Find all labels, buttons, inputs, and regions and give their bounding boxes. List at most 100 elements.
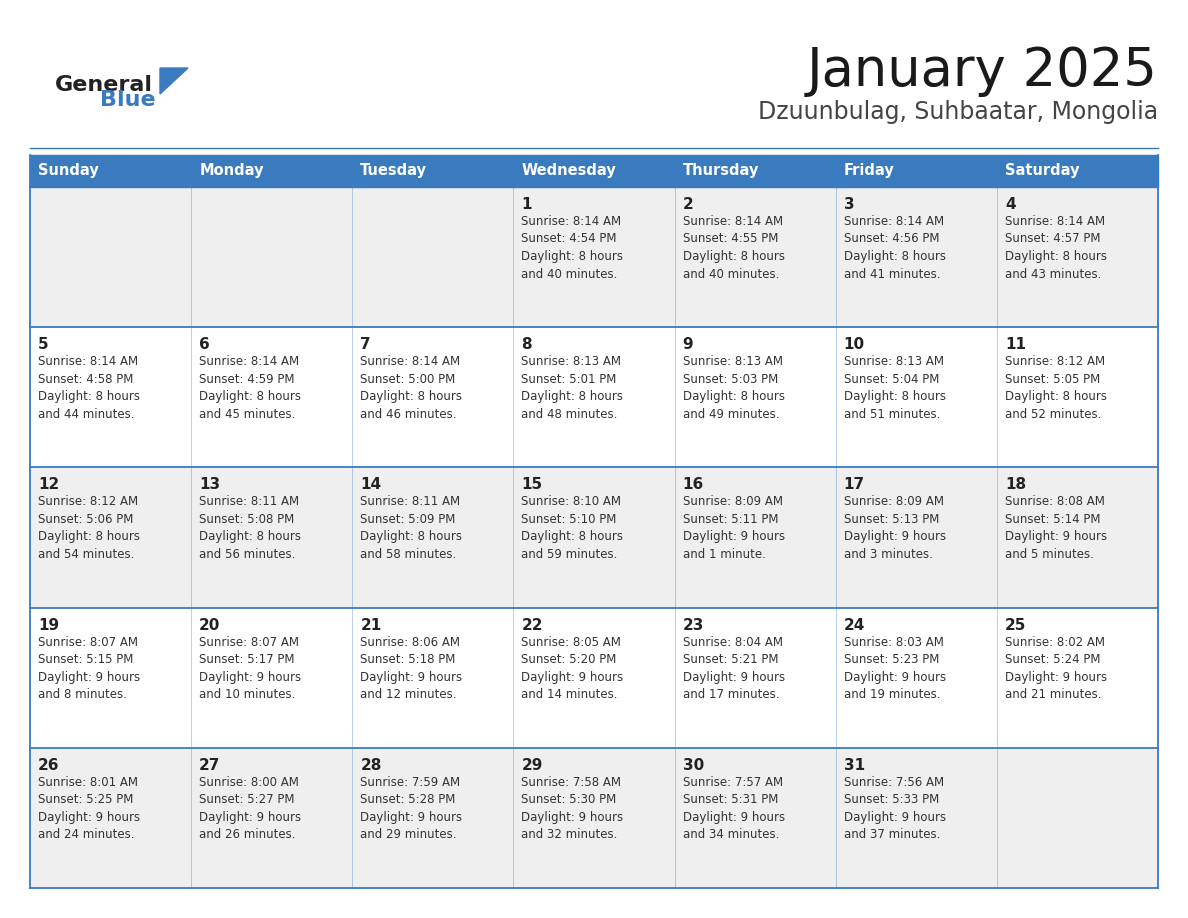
Bar	[30, 608, 1158, 748]
Bar	[30, 327, 1158, 467]
Text: Sunset: 5:15 PM: Sunset: 5:15 PM	[38, 653, 133, 666]
Text: 26: 26	[38, 757, 59, 773]
Text: Sunrise: 8:01 AM: Sunrise: 8:01 AM	[38, 776, 138, 789]
Text: Sunset: 5:03 PM: Sunset: 5:03 PM	[683, 373, 778, 386]
Text: and 34 minutes.: and 34 minutes.	[683, 828, 779, 841]
Bar	[513, 155, 675, 187]
Text: Sunset: 5:18 PM: Sunset: 5:18 PM	[360, 653, 456, 666]
Text: Sunset: 5:05 PM: Sunset: 5:05 PM	[1005, 373, 1100, 386]
Text: Sunset: 5:11 PM: Sunset: 5:11 PM	[683, 513, 778, 526]
Text: 18: 18	[1005, 477, 1026, 492]
Text: 31: 31	[843, 757, 865, 773]
Text: Sunrise: 8:14 AM: Sunrise: 8:14 AM	[38, 355, 138, 368]
Text: 1: 1	[522, 197, 532, 212]
Text: and 45 minutes.: and 45 minutes.	[200, 408, 296, 420]
Bar	[30, 467, 1158, 608]
Text: Daylight: 9 hours: Daylight: 9 hours	[38, 811, 140, 823]
Text: Sunset: 4:59 PM: Sunset: 4:59 PM	[200, 373, 295, 386]
Text: Sunrise: 8:14 AM: Sunrise: 8:14 AM	[360, 355, 461, 368]
Text: Sunset: 5:10 PM: Sunset: 5:10 PM	[522, 513, 617, 526]
Bar	[30, 748, 1158, 888]
Text: Sunset: 5:06 PM: Sunset: 5:06 PM	[38, 513, 133, 526]
Text: Sunset: 5:20 PM: Sunset: 5:20 PM	[522, 653, 617, 666]
Text: Daylight: 9 hours: Daylight: 9 hours	[200, 811, 302, 823]
Text: Sunday: Sunday	[38, 163, 99, 178]
Text: and 21 minutes.: and 21 minutes.	[1005, 688, 1101, 701]
Text: Sunset: 4:55 PM: Sunset: 4:55 PM	[683, 232, 778, 245]
Text: 22: 22	[522, 618, 543, 633]
Text: 13: 13	[200, 477, 220, 492]
Text: Sunrise: 8:09 AM: Sunrise: 8:09 AM	[843, 496, 943, 509]
Text: 20: 20	[200, 618, 221, 633]
Text: Sunset: 5:01 PM: Sunset: 5:01 PM	[522, 373, 617, 386]
Text: and 54 minutes.: and 54 minutes.	[38, 548, 134, 561]
Text: 30: 30	[683, 757, 703, 773]
Text: Sunset: 5:24 PM: Sunset: 5:24 PM	[1005, 653, 1100, 666]
Text: Sunrise: 8:02 AM: Sunrise: 8:02 AM	[1005, 635, 1105, 649]
Text: and 56 minutes.: and 56 minutes.	[200, 548, 296, 561]
Text: and 1 minute.: and 1 minute.	[683, 548, 765, 561]
Text: Sunrise: 8:06 AM: Sunrise: 8:06 AM	[360, 635, 460, 649]
Text: 15: 15	[522, 477, 543, 492]
Text: and 40 minutes.: and 40 minutes.	[683, 267, 779, 281]
Text: Daylight: 8 hours: Daylight: 8 hours	[1005, 390, 1107, 403]
Text: Sunset: 5:13 PM: Sunset: 5:13 PM	[843, 513, 939, 526]
Text: Sunrise: 8:14 AM: Sunrise: 8:14 AM	[843, 215, 943, 228]
Bar	[353, 155, 513, 187]
Text: Daylight: 9 hours: Daylight: 9 hours	[683, 671, 785, 684]
Text: and 37 minutes.: and 37 minutes.	[843, 828, 940, 841]
Text: 28: 28	[360, 757, 381, 773]
Text: Sunset: 4:56 PM: Sunset: 4:56 PM	[843, 232, 940, 245]
Text: Sunrise: 8:14 AM: Sunrise: 8:14 AM	[200, 355, 299, 368]
Text: and 51 minutes.: and 51 minutes.	[843, 408, 940, 420]
Text: Daylight: 8 hours: Daylight: 8 hours	[522, 250, 624, 263]
Text: 3: 3	[843, 197, 854, 212]
Text: and 59 minutes.: and 59 minutes.	[522, 548, 618, 561]
Text: Daylight: 9 hours: Daylight: 9 hours	[522, 671, 624, 684]
Text: and 17 minutes.: and 17 minutes.	[683, 688, 779, 701]
Text: Sunrise: 8:08 AM: Sunrise: 8:08 AM	[1005, 496, 1105, 509]
Text: Daylight: 8 hours: Daylight: 8 hours	[522, 531, 624, 543]
Text: Thursday: Thursday	[683, 163, 759, 178]
Text: 10: 10	[843, 337, 865, 353]
Text: Daylight: 8 hours: Daylight: 8 hours	[683, 390, 784, 403]
Text: Sunset: 5:08 PM: Sunset: 5:08 PM	[200, 513, 295, 526]
Text: and 29 minutes.: and 29 minutes.	[360, 828, 456, 841]
Bar	[835, 155, 997, 187]
Text: Sunset: 4:54 PM: Sunset: 4:54 PM	[522, 232, 617, 245]
Text: Sunrise: 8:14 AM: Sunrise: 8:14 AM	[1005, 215, 1105, 228]
Text: Saturday: Saturday	[1005, 163, 1080, 178]
Text: and 46 minutes.: and 46 minutes.	[360, 408, 456, 420]
Text: Dzuunbulag, Suhbaatar, Mongolia: Dzuunbulag, Suhbaatar, Mongolia	[758, 100, 1158, 124]
Text: Sunset: 4:58 PM: Sunset: 4:58 PM	[38, 373, 133, 386]
Text: Sunrise: 8:00 AM: Sunrise: 8:00 AM	[200, 776, 299, 789]
Text: 24: 24	[843, 618, 865, 633]
Bar	[997, 155, 1158, 187]
Text: Daylight: 8 hours: Daylight: 8 hours	[843, 250, 946, 263]
Text: Sunrise: 8:12 AM: Sunrise: 8:12 AM	[1005, 355, 1105, 368]
Text: and 41 minutes.: and 41 minutes.	[843, 267, 940, 281]
Text: Sunrise: 7:57 AM: Sunrise: 7:57 AM	[683, 776, 783, 789]
Text: Daylight: 9 hours: Daylight: 9 hours	[38, 671, 140, 684]
Text: Sunrise: 8:05 AM: Sunrise: 8:05 AM	[522, 635, 621, 649]
Text: Sunrise: 8:14 AM: Sunrise: 8:14 AM	[522, 215, 621, 228]
Text: Sunrise: 7:56 AM: Sunrise: 7:56 AM	[843, 776, 943, 789]
Text: Sunset: 5:00 PM: Sunset: 5:00 PM	[360, 373, 455, 386]
Text: Daylight: 8 hours: Daylight: 8 hours	[360, 531, 462, 543]
Text: Friday: Friday	[843, 163, 895, 178]
Text: 17: 17	[843, 477, 865, 492]
Text: 23: 23	[683, 618, 704, 633]
Text: 21: 21	[360, 618, 381, 633]
Text: Sunset: 5:28 PM: Sunset: 5:28 PM	[360, 793, 456, 806]
Text: 7: 7	[360, 337, 371, 353]
Text: and 24 minutes.: and 24 minutes.	[38, 828, 134, 841]
Text: Daylight: 9 hours: Daylight: 9 hours	[843, 531, 946, 543]
Text: Sunset: 5:31 PM: Sunset: 5:31 PM	[683, 793, 778, 806]
Text: Sunset: 5:33 PM: Sunset: 5:33 PM	[843, 793, 939, 806]
Text: Blue: Blue	[100, 90, 156, 110]
Text: Sunrise: 8:11 AM: Sunrise: 8:11 AM	[360, 496, 461, 509]
Text: and 52 minutes.: and 52 minutes.	[1005, 408, 1101, 420]
Text: Sunrise: 8:13 AM: Sunrise: 8:13 AM	[522, 355, 621, 368]
Text: 29: 29	[522, 757, 543, 773]
Text: 14: 14	[360, 477, 381, 492]
